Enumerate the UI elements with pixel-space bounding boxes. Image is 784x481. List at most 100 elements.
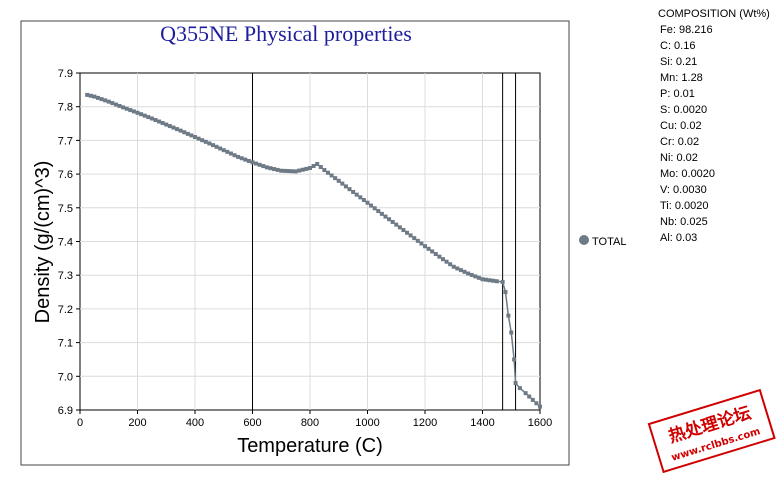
data-point xyxy=(369,203,374,208)
y-tick-label: 6.9 xyxy=(58,405,73,417)
data-point xyxy=(500,279,505,284)
data-point xyxy=(203,139,208,144)
data-point xyxy=(390,219,395,224)
composition-item: Nb: 0.025 xyxy=(660,216,708,228)
data-point xyxy=(358,195,363,200)
data-point xyxy=(419,241,424,246)
data-point xyxy=(290,169,295,174)
data-point xyxy=(325,170,330,175)
composition-item: C: 0.16 xyxy=(660,40,695,52)
data-point xyxy=(232,153,237,158)
data-point xyxy=(218,146,223,151)
y-axis-ticks: 6.9 7.0 7.1 7.2 7.3 7.4 7.5 7.6 7.7 7.8 7.9 xyxy=(58,68,80,417)
data-point xyxy=(484,277,489,282)
legend: TOTAL xyxy=(579,235,626,248)
x-tick-label: 1600 xyxy=(528,417,552,429)
data-point xyxy=(503,290,508,295)
composition-item: Mo: 0.0020 xyxy=(660,168,715,180)
data-point xyxy=(99,97,104,102)
data-point xyxy=(193,135,197,140)
x-axis-title: Temperature (C) xyxy=(237,435,383,457)
data-point xyxy=(412,236,417,241)
y-tick-label: 7.9 xyxy=(58,68,73,80)
data-point xyxy=(246,158,251,163)
data-point xyxy=(315,161,320,166)
data-point xyxy=(261,164,266,169)
data-point xyxy=(92,94,97,99)
x-tick-label: 600 xyxy=(243,417,261,429)
y-tick-label: 7.4 xyxy=(58,237,73,249)
data-point xyxy=(311,164,316,169)
composition-item: Fe: 98.216 xyxy=(660,24,713,36)
y-tick-label: 7.8 xyxy=(58,102,73,114)
data-point xyxy=(293,169,298,174)
watermark-stamp: 热处理论坛 www.rclbbs.com xyxy=(647,388,776,474)
data-point xyxy=(254,161,259,166)
data-point xyxy=(379,211,384,216)
data-point xyxy=(272,167,277,172)
composition-item: P: 0.01 xyxy=(660,88,695,100)
data-point xyxy=(113,102,118,107)
data-point xyxy=(437,254,442,259)
data-point xyxy=(106,99,111,104)
data-point xyxy=(286,169,291,174)
data-point xyxy=(257,162,262,167)
data-point xyxy=(228,151,233,156)
data-point xyxy=(128,108,133,113)
composition-item: Cr: 0.02 xyxy=(660,136,699,148)
data-point xyxy=(466,271,471,276)
data-point xyxy=(175,127,180,132)
data-point xyxy=(146,115,151,120)
y-tick-label: 7.2 xyxy=(58,304,73,316)
x-tick-label: 1200 xyxy=(413,417,437,429)
data-point xyxy=(333,176,338,181)
data-point xyxy=(394,222,399,227)
series-total xyxy=(85,92,542,409)
data-point xyxy=(451,264,456,269)
data-point xyxy=(506,313,511,318)
data-point xyxy=(243,157,248,162)
data-point xyxy=(85,92,90,97)
data-point xyxy=(387,217,392,222)
data-point xyxy=(200,138,205,143)
data-point xyxy=(189,133,194,138)
composition-item: V: 0.0030 xyxy=(660,184,707,196)
data-point xyxy=(239,156,244,161)
y-tick-label: 7.0 xyxy=(58,371,73,383)
data-point xyxy=(279,168,284,173)
data-point xyxy=(343,184,348,189)
x-tick-label: 0 xyxy=(77,417,83,429)
data-point xyxy=(336,178,341,183)
data-point xyxy=(347,187,352,192)
legend-marker xyxy=(579,235,589,245)
composition-item: Ni: 0.02 xyxy=(660,152,698,164)
data-point xyxy=(207,141,212,146)
data-point xyxy=(142,113,147,118)
data-point xyxy=(372,206,377,211)
data-point xyxy=(275,167,280,172)
data-point xyxy=(405,230,410,235)
data-point xyxy=(340,181,345,186)
data-point xyxy=(318,165,323,170)
x-tick-label: 400 xyxy=(186,417,204,429)
y-axis-title: Density (g/(cm)^3) xyxy=(32,161,54,324)
data-point xyxy=(221,148,226,153)
data-point xyxy=(351,189,356,194)
x-tick-label: 800 xyxy=(301,417,319,429)
data-point xyxy=(88,93,93,98)
legend-label: TOTAL xyxy=(592,236,626,248)
data-point xyxy=(440,257,445,262)
data-point xyxy=(480,277,485,282)
data-point xyxy=(473,274,478,279)
vertical-marker-lines xyxy=(252,73,517,410)
data-point xyxy=(322,168,327,173)
data-point xyxy=(124,106,129,111)
data-point xyxy=(171,125,176,130)
y-tick-label: 7.1 xyxy=(58,338,73,350)
data-point xyxy=(157,119,162,124)
data-point xyxy=(426,246,431,251)
composition-panel: COMPOSITION (Wt%) Fe: 98.216 C: 0.16 Si: 0… xyxy=(658,8,770,244)
composition-item: Si: 0.21 xyxy=(660,56,697,68)
data-point xyxy=(448,262,453,267)
data-point xyxy=(210,143,215,148)
